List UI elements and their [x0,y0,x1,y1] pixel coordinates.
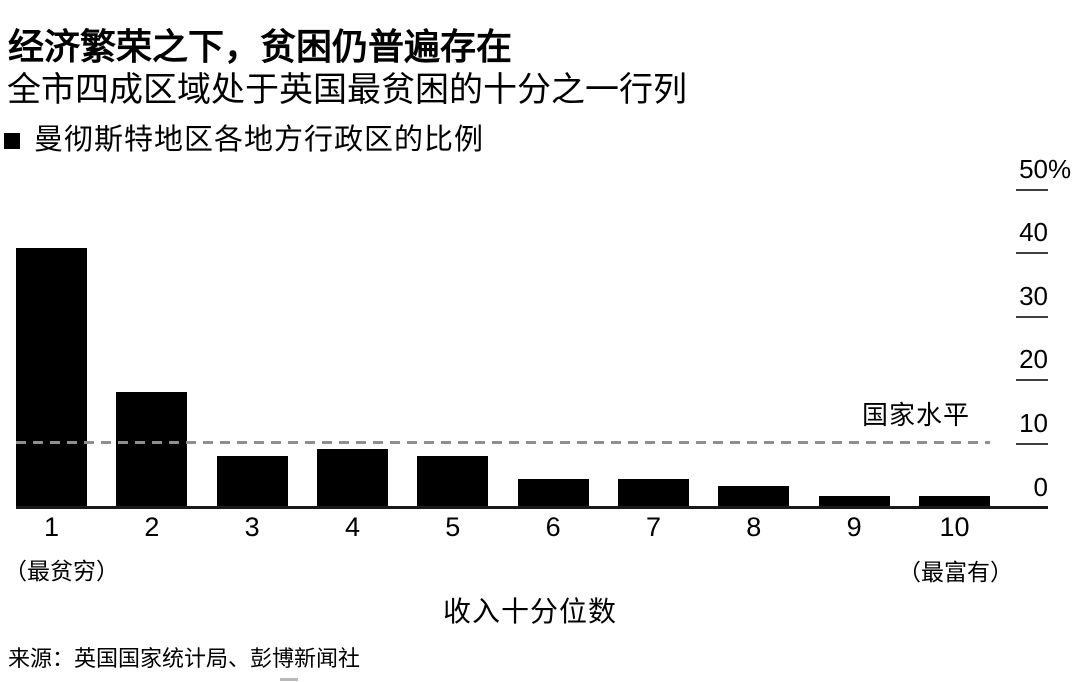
bar-decile-3 [216,455,288,507]
y-axis-label: 20 [1019,344,1048,375]
source-text: 来源：英国国家统计局、彭博新闻社 [8,646,361,671]
page-subtitle: 全市四成区域处于英国最贫困的十分之一行列 [7,72,687,109]
y-axis-tick [1016,188,1048,191]
y-axis-label: 30 [1019,280,1048,311]
x-tick-label: 9 [846,512,862,542]
x-tick-label: 3 [244,512,260,542]
y-axis-tick [1016,315,1048,318]
y-axis-tick [1016,442,1048,445]
y-axis-label: 40 [1019,217,1048,248]
x-tick-label: 10 [939,512,970,542]
bar-decile-4 [316,449,388,507]
cropped-edge-mark [280,678,298,681]
x-annotation-richest: （最富有） [898,560,1013,585]
y-axis-tick [1016,379,1048,382]
black-square-icon [4,132,20,149]
x-tick-label: 7 [645,512,661,542]
x-annotation-poorest: （最贫穷） [4,559,119,584]
legend-label: 曼彻斯特地区各地方行政区的比例 [34,124,485,156]
x-tick-label: 8 [746,512,762,542]
page-title: 经济繁荣之下，贫困仍普遍存在 [8,27,513,67]
y-axis-label: 50% [1019,153,1072,184]
x-tick-label: 6 [545,512,561,542]
bar-decile-1 [16,248,87,507]
x-tick-label: 2 [144,512,160,542]
bar-decile-7 [617,478,689,507]
bar-decile-9 [818,495,890,507]
y-axis-unit: % [1048,153,1072,184]
national-level-label: 国家水平 [861,400,970,430]
bar-decile-10 [918,495,990,507]
bar-decile-8 [718,485,790,507]
bar-decile-6 [517,478,589,507]
x-tick-label: 1 [43,512,60,542]
national-level-line [16,441,990,445]
chart-legend: 曼彻斯特地区各地方行政区的比例 [4,126,484,155]
bar-decile-2 [116,392,188,507]
bar-decile-5 [417,455,489,507]
x-axis-title: 收入十分位数 [442,597,617,628]
x-tick-label: 5 [445,512,461,542]
x-tick-label: 4 [344,512,360,542]
y-axis-tick [1016,252,1048,255]
y-axis-label: 0 [1033,471,1048,502]
y-axis-label: 10 [1019,407,1048,438]
x-axis-line [16,506,1048,509]
dashed-line-overlay [16,441,990,445]
